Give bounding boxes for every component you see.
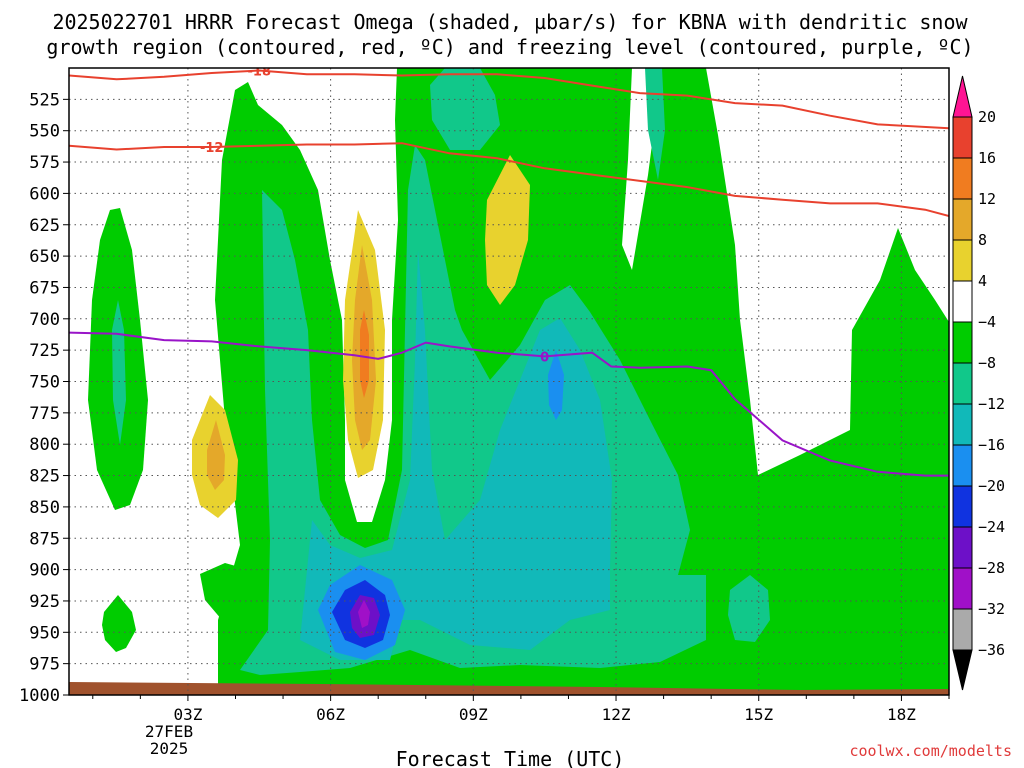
y-tick-label: 950	[29, 623, 60, 643]
colorbar-band	[952, 403, 973, 446]
colorbar-label: −8	[978, 354, 996, 372]
contour-label: -12	[200, 141, 224, 156]
omega-region-teal-right	[645, 68, 665, 180]
colorbar-label: −12	[978, 395, 1005, 413]
x-date-label-year: 2025	[150, 739, 189, 758]
colorbar-label: 12	[978, 190, 996, 208]
x-axis-label: Forecast Time (UTC)	[396, 747, 625, 768]
colorbar-label: −20	[978, 477, 1005, 495]
plot-area: -18 -12 0	[69, 65, 949, 695]
y-tick-label: 875	[29, 529, 60, 549]
x-date-label-day: 27FEB	[145, 722, 193, 741]
y-tick-label: 525	[29, 90, 60, 110]
omega-region-purple	[358, 600, 370, 628]
y-tick-label: 925	[29, 592, 60, 612]
colorbar-label: −32	[978, 600, 1005, 618]
colorbar-label: 20	[978, 108, 996, 126]
omega-region-teal-left	[112, 300, 126, 445]
y-tick-label: 550	[29, 122, 60, 142]
omega-region-teal-top	[430, 68, 500, 150]
y-tick-label: 625	[29, 216, 60, 236]
y-tick-label: 1000	[19, 686, 60, 706]
contour-line	[69, 331, 949, 477]
colorbar-label: 8	[978, 231, 987, 249]
contour-lines: -18 -12 0	[69, 65, 949, 477]
colorbar-band	[952, 444, 973, 487]
colorbar-band	[952, 567, 973, 610]
colorbar: 20 16 12 8 4 −4 −8 −12 −16 −20 −24 −28 −32 −36	[952, 75, 1005, 691]
y-tick-label: 800	[29, 435, 60, 455]
x-tick-label: 06Z	[316, 705, 345, 724]
colorbar-top-triangle	[952, 75, 973, 118]
contour-line	[69, 69, 949, 130]
y-tick-label: 750	[29, 373, 60, 393]
omega-region-green-lowleft	[200, 563, 270, 622]
colorbar-label: −4	[978, 313, 996, 331]
y-tick-label: 775	[29, 404, 60, 424]
colorbar-label: 4	[978, 272, 987, 290]
colorbar-label: −36	[978, 641, 1005, 659]
x-tick-label: 03Z	[173, 705, 202, 724]
y-tick-label: 975	[29, 655, 60, 675]
colorbar-band	[952, 280, 973, 323]
colorbar-label: −16	[978, 436, 1005, 454]
credit-text: coolwx.com/modelts	[849, 742, 1012, 760]
chart-title-line-2: growth region (contoured, red, ºC) and f…	[46, 35, 973, 59]
ground-terrain	[69, 682, 949, 695]
chart-title-line-1: 2025022701 HRRR Forecast Omega (shaded, …	[52, 10, 968, 34]
colorbar-band	[952, 157, 973, 200]
contour-label: 0	[540, 350, 549, 365]
y-tick-label: 700	[29, 310, 60, 330]
omega-region-cyan-main	[300, 250, 612, 660]
x-tick-label: 15Z	[744, 705, 773, 724]
y-tick-label: 725	[29, 341, 60, 361]
y-tick-label: 600	[29, 184, 60, 204]
colorbar-band	[952, 608, 973, 651]
x-tick-label: 12Z	[602, 705, 631, 724]
y-tick-label: 675	[29, 278, 60, 298]
omega-region-green-small	[102, 595, 136, 652]
y-tick-label: 850	[29, 498, 60, 518]
colorbar-band	[952, 485, 973, 528]
x-tick-label: 18Z	[887, 705, 916, 724]
x-tick-label: 09Z	[459, 705, 488, 724]
colorbar-band	[952, 239, 973, 282]
omega-region-gold-1	[207, 420, 225, 490]
omega-region-orange	[360, 310, 369, 398]
colorbar-label: −24	[978, 518, 1005, 536]
x-axis: 03Z 06Z 09Z 12Z 15Z 18Z	[92, 695, 950, 724]
colorbar-label: −28	[978, 559, 1005, 577]
colorbar-band	[952, 362, 973, 405]
colorbar-band	[952, 198, 973, 241]
contour-line	[69, 142, 949, 217]
omega-region-lightblue-2	[548, 350, 564, 420]
omega-region-teal-lowright	[728, 575, 770, 642]
y-tick-label: 650	[29, 247, 60, 267]
colorbar-band	[952, 116, 973, 159]
colorbar-band	[952, 526, 973, 569]
colorbar-band	[952, 321, 973, 364]
contour-label: -18	[248, 65, 272, 80]
colorbar-bottom-triangle	[952, 649, 973, 691]
y-axis: 525 550 575 600 625 650 675 700 725 750 775 800 825 8…	[19, 90, 69, 706]
y-tick-label: 900	[29, 561, 60, 581]
colorbar-label: 16	[978, 149, 996, 167]
grid-lines	[69, 68, 949, 695]
y-tick-label: 825	[29, 467, 60, 487]
y-tick-label: 575	[29, 153, 60, 173]
omega-region-yellow-3	[485, 155, 530, 305]
